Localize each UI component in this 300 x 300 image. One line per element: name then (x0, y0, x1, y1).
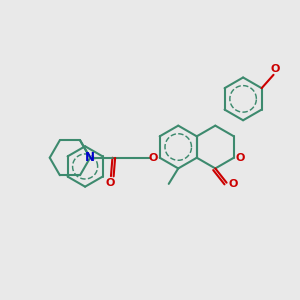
Text: O: O (148, 153, 158, 163)
Text: O: O (106, 178, 115, 188)
Text: O: O (270, 64, 279, 74)
Text: O: O (236, 153, 245, 163)
Text: O: O (228, 179, 238, 189)
Text: N: N (85, 151, 94, 164)
